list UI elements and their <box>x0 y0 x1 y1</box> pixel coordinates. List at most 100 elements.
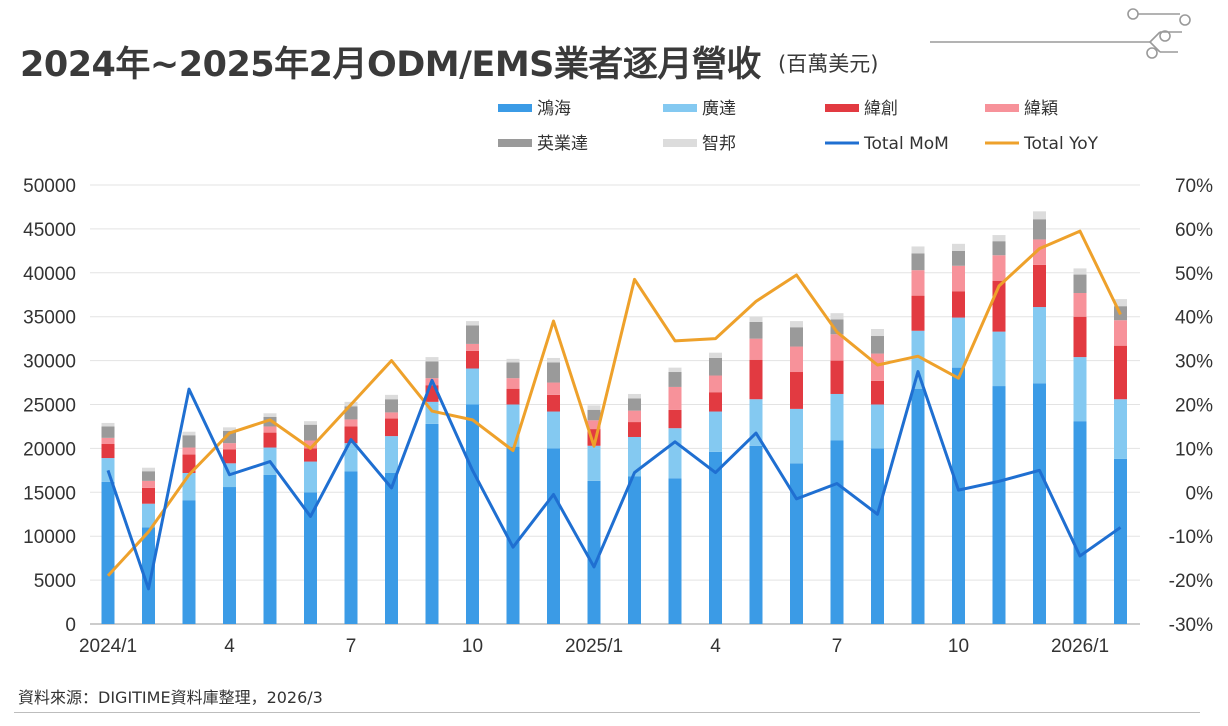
bar-quanta <box>830 393 844 441</box>
y-right-tick-label: 0% <box>1186 483 1214 504</box>
x-tick-label: 2025/1 <box>565 636 623 657</box>
legend-label-wistron: 緯創 <box>864 99 898 119</box>
bar-quanta <box>344 443 358 472</box>
bar-wistron <box>101 444 115 459</box>
bar-compal <box>911 246 925 254</box>
x-tick-label: 10 <box>948 636 969 657</box>
bar-inventec <box>182 435 196 448</box>
bar-wistron <box>263 432 277 448</box>
bar-foxconn <box>830 440 844 624</box>
line-series <box>106 229 1122 591</box>
legend-swatch-inventec <box>498 139 532 147</box>
bar-wiwynn <box>1073 292 1087 317</box>
bar-quanta <box>1114 399 1127 459</box>
bar-foxconn <box>992 386 1006 624</box>
bar-foxconn <box>101 481 115 624</box>
y-left-tick-label: 50000 <box>23 176 76 197</box>
bar-wiwynn <box>587 420 601 430</box>
bar-compal <box>749 316 763 322</box>
bar-wiwynn <box>101 437 115 445</box>
bar-wistron <box>466 350 479 369</box>
bar-inventec <box>709 357 722 376</box>
bar-inventec <box>587 409 601 421</box>
bar-compal <box>385 394 398 400</box>
bar-wiwynn <box>628 410 641 423</box>
bar-inventec <box>1073 274 1087 293</box>
bar-wistron <box>790 372 803 409</box>
y-left-tick-label: 30000 <box>23 352 76 373</box>
y-left-tick-label: 20000 <box>23 439 76 460</box>
legend-label-inventec: 英業達 <box>537 134 588 154</box>
bar-quanta <box>992 331 1006 387</box>
bar-compal <box>304 421 317 425</box>
legend-label-quanta: 廣達 <box>702 99 736 119</box>
bar-inventec <box>871 336 884 354</box>
bar-wistron <box>628 422 641 437</box>
bar-inventec <box>101 426 115 438</box>
bar-wiwynn <box>506 378 520 389</box>
y-left-tick-label: 10000 <box>23 527 76 548</box>
bar-foxconn <box>304 492 317 624</box>
bar-wistron <box>911 295 925 331</box>
y-right-tick-label: 60% <box>1175 220 1213 241</box>
bar-compal <box>263 413 277 417</box>
bar-wiwynn <box>304 440 317 449</box>
x-tick-label: 10 <box>462 636 483 657</box>
bar-quanta <box>1033 307 1046 384</box>
bar-compal <box>425 357 439 362</box>
bar-quanta <box>790 408 803 464</box>
page-title: 2024年~2025年2月ODM/EMS業者逐月營收 <box>20 45 761 85</box>
bar-wistron <box>952 291 965 318</box>
bar-foxconn <box>142 527 155 624</box>
bar-inventec <box>142 471 155 481</box>
legend-swatch-compal <box>663 139 697 147</box>
y-left-tick-label: 25000 <box>23 396 76 417</box>
bar-foxconn <box>466 404 479 624</box>
bar-inventec <box>668 372 682 387</box>
bar-quanta <box>587 445 601 481</box>
bar-quanta <box>1073 357 1087 422</box>
bar-wiwynn <box>182 447 196 455</box>
x-axis: 2024/1 4 7 10 2025/1 4 7 10 2026/1 <box>79 636 1109 657</box>
y-axis-right: -30% -20% -10% 0% 10% 20% 30% 40% 50% 60% 70% <box>1169 176 1213 636</box>
bar-wistron <box>223 449 236 464</box>
bar-wiwynn <box>992 255 1006 281</box>
bar-quanta <box>142 503 155 528</box>
x-tick-label: 4 <box>224 636 235 657</box>
y-axis-left: 0 5000 10000 15000 20000 25000 30000 35000 40000… <box>23 176 76 636</box>
y-right-tick-label: -30% <box>1169 615 1213 636</box>
bar-foxconn <box>1033 383 1046 624</box>
bar-wistron <box>304 448 317 462</box>
bar-wistron <box>749 359 763 400</box>
bar-foxconn <box>871 448 884 624</box>
bar-wiwynn <box>668 386 682 410</box>
bar-inventec <box>425 361 439 379</box>
bar-inventec <box>830 319 844 335</box>
bar-wistron <box>1033 264 1046 308</box>
bar-foxconn <box>385 472 398 624</box>
source-note: 資料來源：DIGITIME資料庫整理，2026/3 <box>18 688 323 707</box>
bar-foxconn <box>506 446 520 624</box>
bar-wiwynn <box>871 353 884 381</box>
circuit-decoration-icon <box>930 8 1191 59</box>
bar-foxconn <box>628 476 641 624</box>
bar-wistron <box>344 426 358 444</box>
bar-compal <box>506 358 520 363</box>
y-right-tick-label: -10% <box>1169 527 1213 548</box>
bar-inventec <box>547 362 560 383</box>
legend-label-compal: 智邦 <box>702 134 736 154</box>
bar-foxconn <box>668 478 682 624</box>
bar-wistron <box>709 392 722 412</box>
bar-wiwynn <box>709 375 722 393</box>
y-left-tick-label: 15000 <box>23 483 76 504</box>
grid-lines <box>90 184 1140 625</box>
x-tick-label: 7 <box>346 636 357 657</box>
legend-label-yoy: Total YoY <box>1023 134 1099 154</box>
bar-foxconn <box>425 423 439 624</box>
bar-compal <box>547 357 560 363</box>
bar-quanta <box>709 411 722 452</box>
legend-swatch-foxconn <box>498 104 532 112</box>
bar-wistron <box>871 380 884 405</box>
y-right-tick-label: 30% <box>1175 352 1213 373</box>
